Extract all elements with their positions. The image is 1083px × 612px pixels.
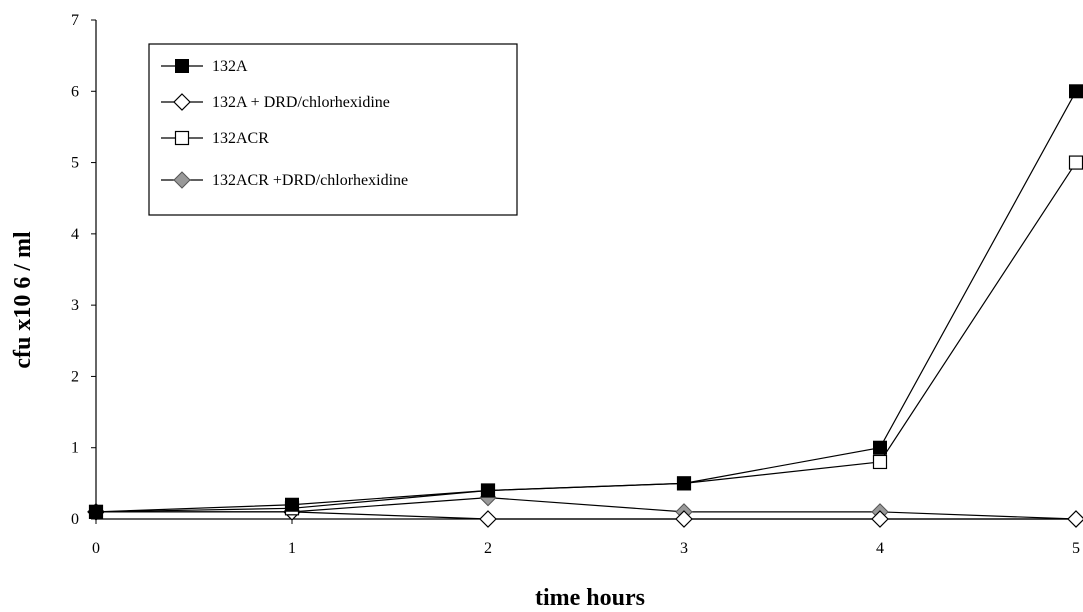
data-point: [1068, 155, 1083, 170]
y-tick-label: 1: [71, 440, 79, 457]
legend-marker: [175, 59, 189, 73]
series-lines: [87, 84, 1083, 528]
x-axis-title: time hours: [535, 585, 645, 611]
legend-label: 132ACR: [212, 130, 269, 147]
y-tick-label: 6: [71, 83, 79, 100]
data-point: [677, 476, 691, 491]
y-axis-title: cfu x10 6 / ml: [10, 231, 36, 369]
series-1: [87, 503, 1083, 528]
legend-label: 132ACR +DRD/chlorhexidine: [212, 172, 408, 189]
legend-item: 132ACR: [161, 130, 269, 147]
series-3: [87, 488, 1083, 528]
data-point: [873, 440, 887, 455]
series-line: [96, 497, 1077, 520]
legend-box: [148, 43, 518, 216]
legend-label: 132A: [212, 58, 248, 75]
data-point: [1067, 510, 1083, 528]
legend-label: 132A + DRD/chlorhexidine: [212, 94, 390, 111]
y-tick-label: 7: [71, 12, 79, 29]
legend-marker: [173, 171, 191, 189]
legend: 132A 132A + DRD/chlorhexidine 132ACR 132ACR…: [148, 43, 518, 216]
legend-marker: [174, 130, 190, 146]
x-tick-label: 4: [876, 540, 884, 557]
y-tick-label: 5: [71, 155, 79, 172]
legend-marker: [173, 93, 191, 111]
data-point: [872, 454, 888, 470]
x-tick-label: 1: [288, 540, 296, 557]
y-tick-label: 3: [71, 297, 79, 314]
legend-item: 132A + DRD/chlorhexidine: [161, 93, 390, 111]
data-point: [481, 483, 495, 498]
y-tick-label: 4: [71, 226, 79, 243]
x-tick-label: 2: [484, 540, 492, 557]
x-tick-label: 5: [1072, 540, 1080, 557]
legend-item: 132A: [161, 58, 248, 75]
data-point: [675, 510, 693, 528]
x-tick-label: 0: [92, 540, 100, 557]
data-point: [1069, 84, 1083, 99]
series-line: [95, 90, 1077, 513]
series-line: [96, 511, 1076, 520]
legend-item: 132ACR +DRD/chlorhexidine: [161, 171, 408, 189]
data-point: [479, 510, 497, 528]
y-tick-label: 2: [71, 368, 79, 385]
data-point: [871, 510, 889, 528]
y-tick-label: 0: [71, 511, 79, 528]
x-tick-label: 3: [680, 540, 688, 557]
data-point: [285, 497, 299, 512]
data-point: [89, 504, 103, 519]
series-0: [89, 84, 1083, 519]
